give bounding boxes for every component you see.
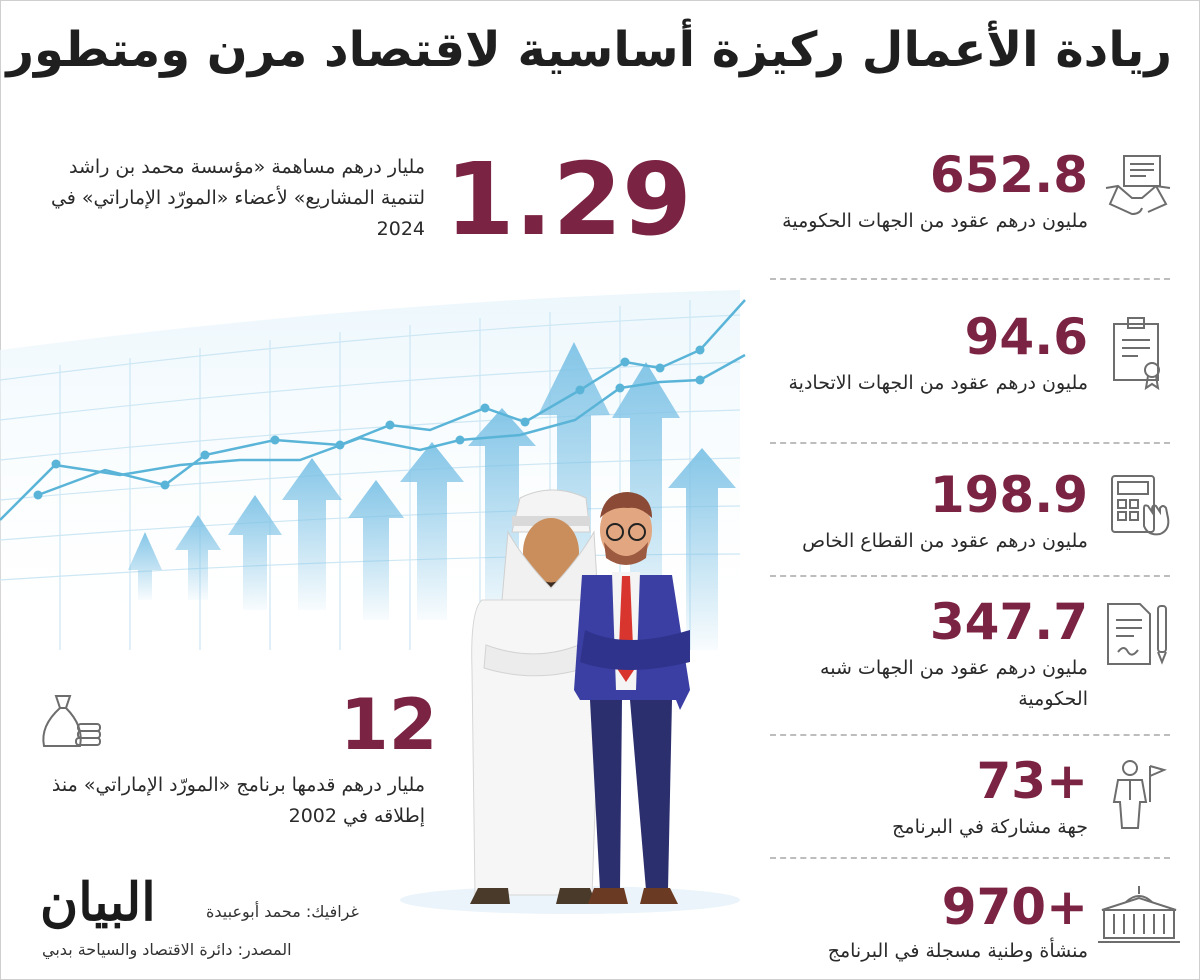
stat-private: 198.9 مليون درهم عقود من القطاع الخاص (758, 470, 1088, 557)
stat-value: 347.7 (929, 593, 1088, 651)
page-title: ريادة الأعمال ركيزة أساسية لاقتصاد مرن و… (6, 22, 1172, 78)
divider (770, 857, 1170, 859)
stat-semi-government: 347.7 مليون درهم عقود من الجهات شبه الحك… (758, 597, 1088, 715)
highlight-top-text: مليار درهم مساهمة «مؤسسة محمد بن راشد لت… (50, 156, 425, 240)
stat-establishments: +970 منشأة وطنية مسجلة في البرنامج (728, 882, 1088, 967)
stat-label: مليون درهم عقود من القطاع الخاص (802, 530, 1088, 552)
stat-label: منشأة وطنية مسجلة في البرنامج (827, 940, 1088, 962)
contract-pen-icon (1107, 603, 1167, 665)
stat-label: جهة مشاركة في البرنامج (892, 816, 1088, 838)
highlight-top-value: 1.29 (445, 141, 692, 258)
publisher-logo: البيان (40, 872, 156, 933)
stat-federal: 94.6 مليون درهم عقود من الجهات الاتحادية (758, 308, 1089, 399)
stat-participants: +73 جهة مشاركة في البرنامج (758, 756, 1088, 843)
money-bag-icon (42, 695, 101, 747)
businessman-figure (574, 492, 690, 904)
divider (770, 442, 1170, 444)
certificate-icon (1113, 317, 1160, 390)
emirati-man-figure (470, 489, 601, 904)
stat-government: 652.8 مليون درهم عقود من الجهات الحكومية (758, 150, 1088, 237)
source-credit: المصدر: دائرة الاقتصاد والسياحة بدبي (42, 940, 292, 959)
building-icon (1098, 886, 1180, 943)
growth-chart-illustration (0, 290, 746, 914)
stat-label: مليون درهم عقود من الجهات الحكومية (782, 210, 1088, 232)
divider (770, 278, 1170, 280)
stat-value: +73 (976, 752, 1089, 810)
highlight-bottom-value: 12 (340, 684, 438, 766)
handshake-icon (1105, 155, 1171, 216)
person-flag-icon (1112, 760, 1167, 829)
stat-value: 198.9 (929, 466, 1088, 524)
calculator-icon (1111, 475, 1170, 536)
graphics-credit: غرافيك: محمد أبوعبيدة (206, 902, 359, 921)
divider (770, 575, 1170, 577)
stat-label: مليون درهم عقود من الجهات شبه الحكومية (820, 657, 1088, 710)
stat-value: +970 (941, 878, 1088, 936)
stat-value: 94.6 (964, 308, 1088, 366)
highlight-bottom-text: مليار درهم قدمها برنامج «المورّد الإمارا… (51, 774, 425, 827)
stat-value: 652.8 (929, 146, 1088, 204)
stat-label: مليون درهم عقود من الجهات الاتحادية (788, 372, 1089, 394)
divider (770, 734, 1170, 736)
